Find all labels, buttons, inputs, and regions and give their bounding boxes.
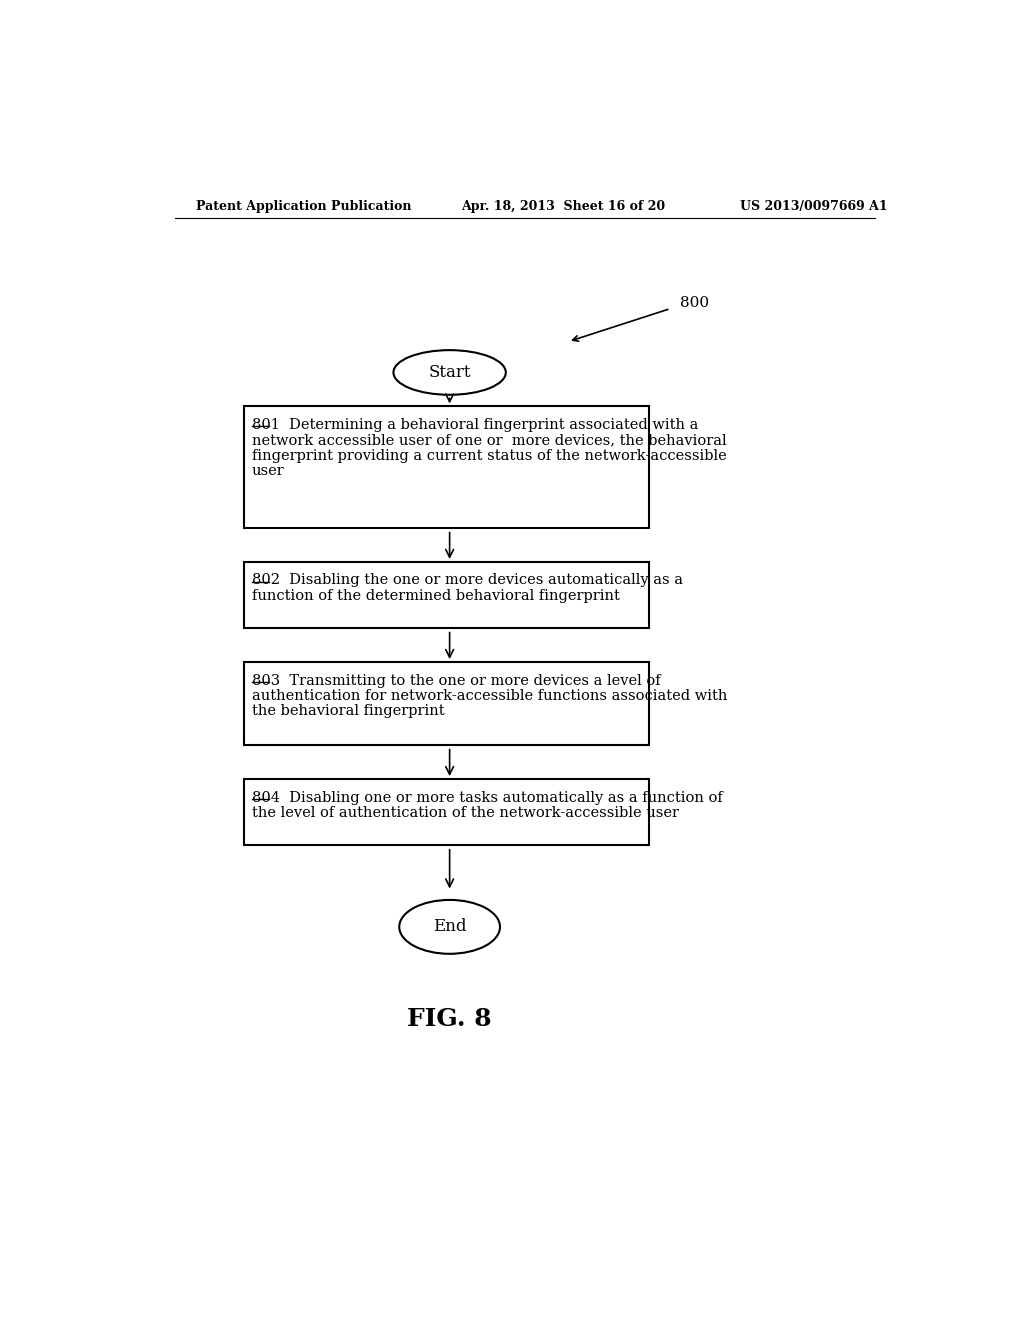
Text: the behavioral fingerprint: the behavioral fingerprint	[252, 705, 444, 718]
Text: Patent Application Publication: Patent Application Publication	[197, 199, 412, 213]
Text: 804  Disabling one or more tasks automatically as a function of: 804 Disabling one or more tasks automati…	[252, 791, 723, 805]
Text: 802  Disabling the one or more devices automatically as a: 802 Disabling the one or more devices au…	[252, 573, 683, 587]
Text: function of the determined behavioral fingerprint: function of the determined behavioral fi…	[252, 589, 620, 603]
Text: FIG. 8: FIG. 8	[408, 1007, 492, 1031]
Ellipse shape	[399, 900, 500, 954]
Text: network accessible user of one or  more devices, the behavioral: network accessible user of one or more d…	[252, 433, 727, 447]
FancyBboxPatch shape	[245, 407, 649, 528]
FancyBboxPatch shape	[245, 663, 649, 744]
Text: Apr. 18, 2013  Sheet 16 of 20: Apr. 18, 2013 Sheet 16 of 20	[461, 199, 666, 213]
Text: 800: 800	[680, 296, 709, 310]
Text: US 2013/0097669 A1: US 2013/0097669 A1	[740, 199, 888, 213]
Ellipse shape	[393, 350, 506, 395]
Text: 803  Transmitting to the one or more devices a level of: 803 Transmitting to the one or more devi…	[252, 673, 660, 688]
Text: End: End	[433, 919, 466, 936]
Text: authentication for network-accessible functions associated with: authentication for network-accessible fu…	[252, 689, 727, 704]
FancyBboxPatch shape	[245, 779, 649, 845]
Text: user: user	[252, 465, 285, 478]
FancyBboxPatch shape	[245, 562, 649, 628]
Text: Start: Start	[428, 364, 471, 381]
Text: fingerprint providing a current status of the network-accessible: fingerprint providing a current status o…	[252, 449, 727, 463]
Text: the level of authentication of the network-accessible user: the level of authentication of the netwo…	[252, 807, 679, 820]
Text: 801  Determining a behavioral fingerprint associated with a: 801 Determining a behavioral fingerprint…	[252, 418, 698, 432]
